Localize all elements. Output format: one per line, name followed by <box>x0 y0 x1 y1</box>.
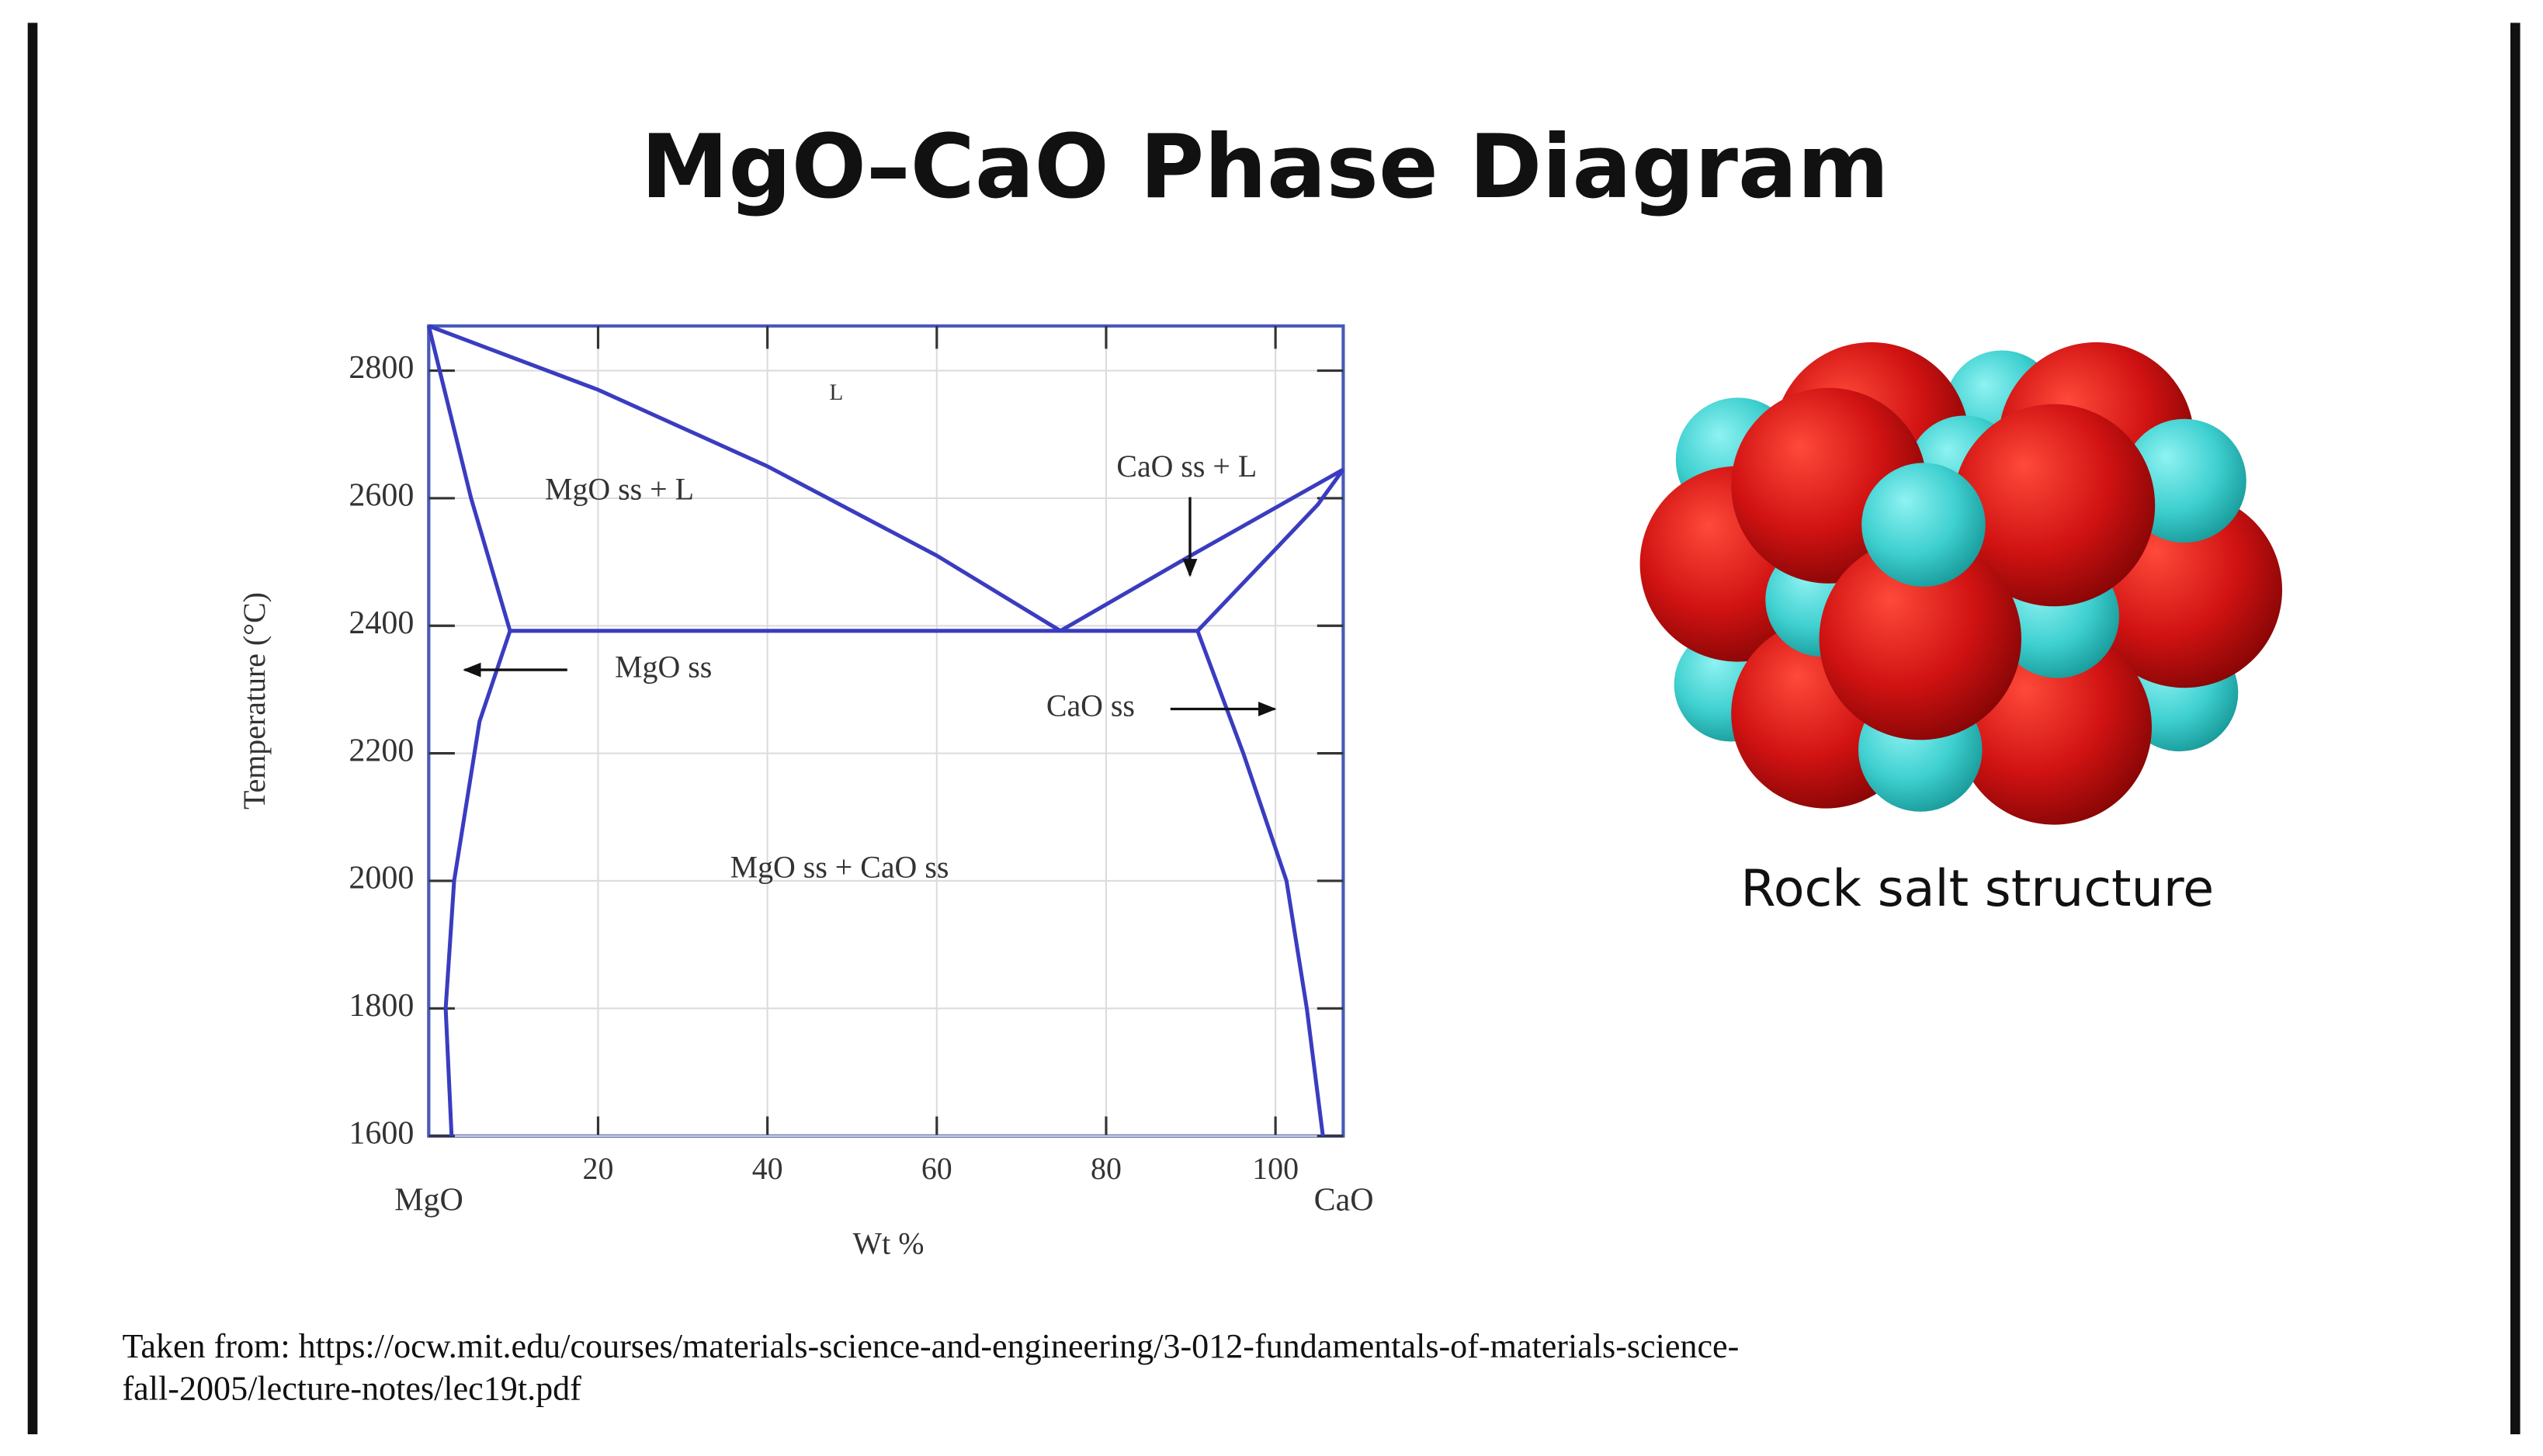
region-label: L <box>829 380 843 405</box>
x-right-label: CaO <box>1314 1182 1374 1218</box>
structure-caption: Rock salt structure <box>1740 860 2214 918</box>
phase-diagram: 20 40 60 80 100 1600 1800 2000 2200 2400 2600 2800 <box>349 324 1345 1186</box>
y-tick-label: 2800 <box>349 350 414 386</box>
y-tick-label: 1600 <box>349 1115 414 1151</box>
region-label: CaO ss + L <box>1116 449 1257 484</box>
region-label: CaO ss <box>1046 688 1135 723</box>
citation-line: fall-2005/lecture-notes/lec19t.pdf <box>123 1370 582 1408</box>
region-label: MgO ss <box>615 649 712 684</box>
y-axis-label: Temperature (°C) <box>237 592 272 809</box>
x-tick-label: 80 <box>1091 1151 1122 1186</box>
phase-boundary <box>1195 629 1325 1137</box>
slide-title: MgO–CaO Phase Diagram <box>641 116 1889 218</box>
rock-salt-model <box>1639 342 2282 825</box>
x-tick-label: 60 <box>921 1151 952 1186</box>
right-bar <box>2510 23 2520 1435</box>
phase-boundary <box>443 630 512 1136</box>
x-tick-label: 20 <box>583 1151 614 1186</box>
region-label: MgO ss + CaO ss <box>730 850 949 885</box>
x-axis-label: Wt % <box>853 1226 925 1261</box>
y-tick-label: 1800 <box>349 988 414 1024</box>
x-tick-label: 40 <box>752 1151 783 1186</box>
phase-boundary <box>426 325 512 632</box>
y-tick-label: 2400 <box>349 605 414 641</box>
x-left-label: MgO <box>394 1182 463 1218</box>
y-tick-label: 2200 <box>349 733 414 768</box>
left-bar <box>27 23 38 1435</box>
y-tick-label: 2000 <box>349 861 414 896</box>
y-tick-label: 2600 <box>349 478 414 514</box>
citation-line: Taken from: https://ocw.mit.edu/courses/… <box>123 1327 1740 1365</box>
phase-boundary <box>1195 468 1345 633</box>
plot-frame <box>427 324 1345 1138</box>
x-tick-label: 100 <box>1252 1151 1299 1186</box>
phase-boundary <box>428 324 1062 633</box>
region-label: MgO ss + L <box>545 471 694 506</box>
